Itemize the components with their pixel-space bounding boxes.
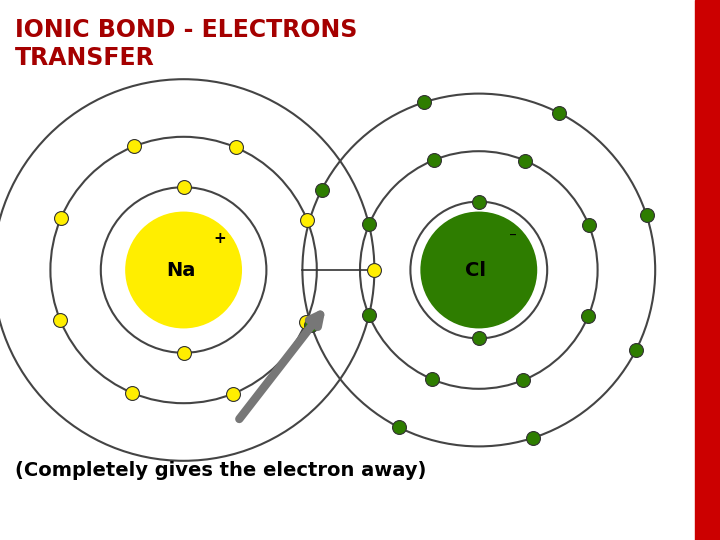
Bar <box>695 0 720 540</box>
Point <box>393 423 405 431</box>
Circle shape <box>126 212 241 328</box>
Text: Na: Na <box>166 260 195 280</box>
Point <box>228 389 239 398</box>
Point <box>54 315 66 324</box>
Text: Cl: Cl <box>465 260 487 280</box>
Circle shape <box>421 212 536 328</box>
Point <box>528 434 539 442</box>
Point <box>302 216 313 225</box>
Point <box>630 346 642 354</box>
Point <box>473 334 485 343</box>
Point <box>363 310 374 319</box>
Point <box>473 197 485 206</box>
Point <box>583 221 595 230</box>
Text: IONIC BOND - ELECTRONS: IONIC BOND - ELECTRONS <box>15 18 357 42</box>
Point <box>428 156 440 164</box>
Text: TRANSFER: TRANSFER <box>15 46 155 70</box>
Point <box>300 318 312 326</box>
Point <box>369 266 380 274</box>
Point <box>364 219 375 228</box>
Point <box>518 376 529 384</box>
Point <box>519 156 531 165</box>
Point <box>178 183 189 192</box>
Text: ⁻: ⁻ <box>509 231 517 246</box>
Text: +: + <box>214 231 226 246</box>
Point <box>553 109 564 117</box>
Point <box>418 98 430 106</box>
Point <box>230 143 241 152</box>
Point <box>427 375 438 384</box>
Point <box>316 186 328 194</box>
Point <box>178 348 189 357</box>
Point <box>582 312 594 321</box>
Point <box>641 211 652 220</box>
Text: (Completely gives the electron away): (Completely gives the electron away) <box>15 461 426 480</box>
Point <box>55 214 67 222</box>
Point <box>126 388 138 397</box>
Point <box>128 142 140 151</box>
Point <box>305 320 317 329</box>
